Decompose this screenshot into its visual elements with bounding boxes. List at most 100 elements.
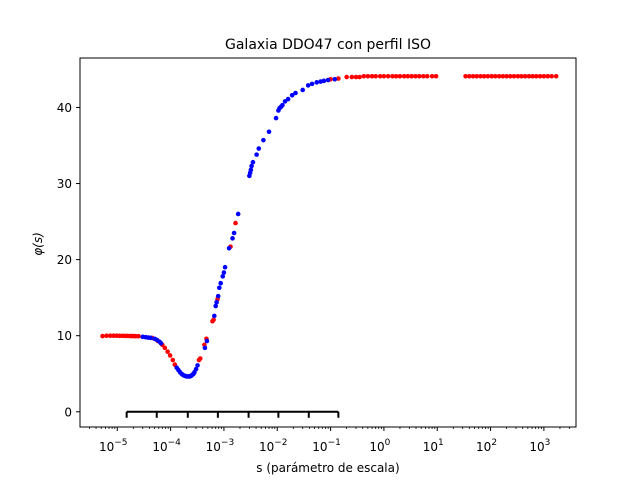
red-point — [549, 73, 554, 79]
blue-point — [195, 363, 200, 368]
red-point — [170, 357, 176, 363]
blue-point — [215, 293, 221, 299]
blue-point — [293, 90, 298, 96]
red-point — [508, 73, 513, 79]
red-point — [336, 76, 341, 81]
y-tick-label: 40 — [57, 101, 72, 115]
y-tick-label: 30 — [57, 177, 72, 191]
red-point — [470, 73, 476, 79]
blue-point — [266, 129, 272, 135]
red-point — [519, 73, 524, 79]
red-point — [541, 73, 547, 79]
blue-point — [280, 102, 285, 108]
red-point — [553, 73, 559, 79]
blue-point — [321, 78, 327, 84]
blue-point — [218, 280, 223, 286]
red-point — [104, 333, 109, 339]
red-point — [361, 73, 367, 79]
blue-point — [148, 335, 153, 341]
blue-point — [249, 163, 254, 169]
blue-point — [212, 313, 217, 319]
blue-point — [325, 77, 331, 83]
red-point — [429, 73, 435, 79]
red-point — [433, 73, 439, 79]
red-point — [233, 220, 238, 226]
x-tick-label: 10−1 — [312, 438, 341, 454]
red-point — [474, 73, 480, 79]
x-tick-label: 100 — [369, 438, 390, 454]
blue-point — [256, 146, 262, 151]
red-point — [377, 73, 383, 79]
blue-point — [217, 285, 222, 291]
red-point — [421, 73, 426, 79]
red-point — [526, 73, 532, 79]
blue-point — [300, 87, 306, 93]
y-axis-label: φ(s) — [31, 232, 45, 256]
red-point — [533, 73, 539, 79]
y-tick-label: 10 — [57, 329, 72, 343]
red-point — [515, 73, 521, 79]
y-tick-label: 0 — [64, 405, 72, 419]
red-point — [424, 73, 430, 79]
x-tick-label: 10−3 — [206, 438, 235, 454]
red-point — [481, 73, 487, 79]
red-point — [463, 73, 468, 79]
blue-point — [305, 83, 311, 88]
red-point — [357, 74, 362, 80]
blue-point — [202, 345, 208, 351]
blue-point — [158, 341, 164, 346]
blue-point — [220, 274, 226, 279]
red-point — [100, 333, 105, 339]
blue-point — [254, 152, 259, 157]
red-point — [349, 74, 355, 80]
red-point — [390, 73, 395, 79]
red-point — [353, 74, 359, 80]
red-point — [478, 73, 483, 79]
blue-point — [230, 236, 235, 241]
red-point — [545, 73, 551, 79]
plot-area: 0 10 20 30 40 10−5 10−4 10−3 10−2 10−1 100 101 102 10… — [57, 57, 577, 454]
blue-point — [222, 264, 228, 270]
blue-point — [248, 167, 254, 173]
blue-point — [332, 77, 338, 82]
red-point — [485, 73, 491, 79]
red-point — [385, 73, 391, 79]
red-point — [489, 73, 495, 79]
y-tick-label: 20 — [57, 253, 72, 267]
blue-point — [273, 115, 279, 121]
red-point — [167, 353, 173, 358]
red-point — [162, 345, 168, 351]
red-point — [108, 333, 113, 339]
x-tick-label: 102 — [476, 438, 497, 454]
blue-point — [213, 303, 218, 309]
red-point — [416, 73, 422, 79]
red-point — [197, 356, 203, 361]
red-point — [500, 73, 506, 79]
red-point — [136, 333, 141, 339]
axes-frame — [79, 57, 577, 428]
blue-point — [314, 80, 320, 85]
red-point — [381, 73, 387, 79]
blue-point — [214, 299, 219, 305]
red-point — [405, 73, 411, 79]
x-tick-label: 101 — [423, 438, 444, 454]
blue-point — [285, 96, 291, 102]
x-tick-label: 10−2 — [259, 438, 288, 454]
blue-point — [231, 230, 237, 236]
blue-point — [226, 245, 232, 251]
blue-point — [221, 270, 227, 275]
red-point — [397, 73, 403, 79]
blue-point — [261, 137, 266, 143]
red-point — [467, 73, 472, 79]
red-point — [373, 73, 378, 79]
red-point — [511, 73, 517, 79]
red-point — [365, 73, 371, 79]
red-point — [493, 73, 498, 79]
blue-point — [289, 92, 295, 98]
red-point — [496, 73, 502, 79]
red-point — [344, 74, 349, 80]
x-tick-label: 10−4 — [152, 438, 181, 454]
blue-point — [193, 366, 199, 372]
red-point — [413, 73, 418, 79]
red-point — [537, 73, 543, 79]
